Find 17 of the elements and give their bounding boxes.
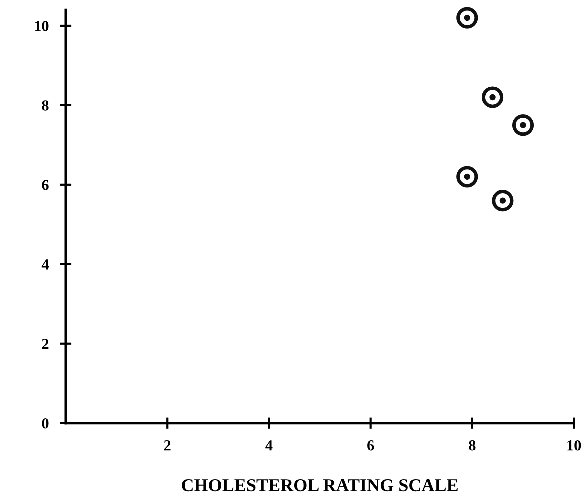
x-tick-label: 2 [164,440,171,451]
y-tick-label: 10 [35,21,49,32]
x-tick-label: 6 [368,440,374,451]
x-tick-label: 10 [568,440,582,451]
y-tick-label: 2 [42,339,49,350]
point [492,190,514,212]
point [456,7,478,29]
point [482,86,504,108]
y-tick-label: 6 [42,180,49,190]
x-axis-title: CHOLESTEROL RATING SCALE [182,479,458,492]
x-tick-label: 4 [266,440,273,451]
y-tick-label: 4 [42,260,50,270]
y-tick-label: 0 [42,418,49,429]
point [456,166,478,188]
x-tick-label: 8 [469,440,476,451]
point [512,114,534,136]
y-tick-label: 8 [42,100,49,111]
